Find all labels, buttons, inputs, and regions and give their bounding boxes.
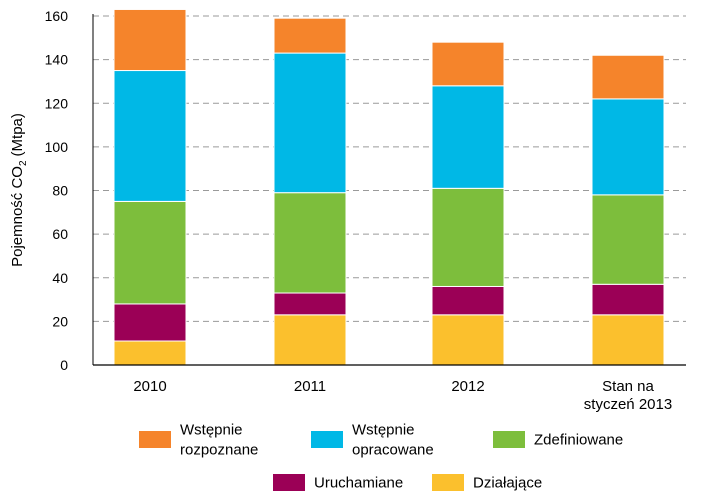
bar-segment <box>431 314 505 366</box>
legend-label: Działające <box>473 475 542 492</box>
y-tick-label: 120 <box>45 95 69 111</box>
bar-segment <box>591 54 665 100</box>
bar-segment <box>113 200 187 305</box>
legend-swatch <box>273 474 305 491</box>
x-category-label: Stan na <box>602 378 654 395</box>
x-category-label: 2012 <box>451 378 484 395</box>
bar-segment <box>113 340 187 366</box>
gridlines <box>93 15 686 322</box>
bar-segment <box>273 52 347 194</box>
bar-segment <box>113 70 187 202</box>
legend-label: rozpoznane <box>180 442 258 459</box>
legend-label: opracowane <box>352 442 434 459</box>
y-tick-label: 80 <box>52 183 68 199</box>
legend-label: Zdefiniowane <box>534 432 623 449</box>
legend-swatch <box>493 431 525 448</box>
legend-swatch <box>139 431 171 448</box>
legend-swatch <box>311 431 343 448</box>
axes <box>92 14 686 366</box>
bar-segment <box>273 292 347 316</box>
legend-label: Uruchamiane <box>314 475 403 492</box>
bar-segment <box>431 41 505 87</box>
bar-segment <box>431 187 505 287</box>
bar-segment <box>113 8 187 72</box>
bars <box>113 8 665 366</box>
bar-segment <box>591 314 665 366</box>
y-axis-label-subscript: 2 <box>18 160 29 166</box>
x-category-label: 2010 <box>133 378 166 395</box>
bar-segment <box>591 283 665 316</box>
y-tick-labels: 0 20 40 60 80 100 120 140 160 <box>45 8 69 373</box>
bar-segment <box>273 314 347 366</box>
bar-segment <box>591 98 665 196</box>
y-axis-label-main: Pojemność CO <box>9 166 26 267</box>
y-tick-label: 60 <box>52 226 68 242</box>
y-tick-label: 160 <box>45 8 69 24</box>
legend-label: Wstępnie <box>352 422 415 439</box>
y-tick-label: 140 <box>45 52 69 68</box>
x-category-label: 2011 <box>294 378 326 395</box>
legend-label: Wstępnie <box>180 422 243 439</box>
bar-segment <box>431 85 505 189</box>
bar-segment <box>273 17 347 54</box>
y-tick-label: 40 <box>52 270 68 286</box>
y-axis-label: Pojemność CO2 (Mtpa) <box>9 113 29 267</box>
x-category-label: styczeń 2013 <box>584 396 672 413</box>
bar-segment <box>273 192 347 294</box>
y-tick-label: 0 <box>60 357 68 373</box>
bar-segment <box>431 285 505 316</box>
legend: Wstępnie rozpoznane Wstępnie opracowane Zdef… <box>139 422 623 492</box>
y-tick-label: 20 <box>52 313 68 329</box>
bar-segment <box>591 194 665 285</box>
y-tick-label: 100 <box>45 139 69 155</box>
bar-segment <box>113 303 187 342</box>
y-axis-label-unit: (Mtpa) <box>9 113 26 156</box>
legend-swatch <box>432 474 464 491</box>
